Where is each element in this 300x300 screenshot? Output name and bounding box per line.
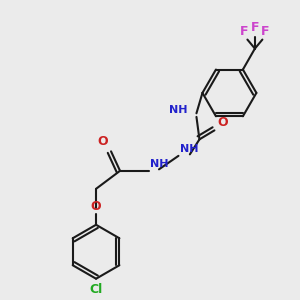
Text: NH: NH	[169, 105, 188, 116]
Text: F: F	[250, 21, 259, 34]
Text: F: F	[261, 25, 270, 38]
Text: NH: NH	[180, 144, 199, 154]
Text: NH: NH	[150, 159, 169, 169]
Text: O: O	[98, 135, 108, 148]
Text: F: F	[240, 25, 249, 38]
Text: Cl: Cl	[89, 283, 103, 296]
Text: O: O	[218, 116, 228, 129]
Text: O: O	[91, 200, 101, 213]
